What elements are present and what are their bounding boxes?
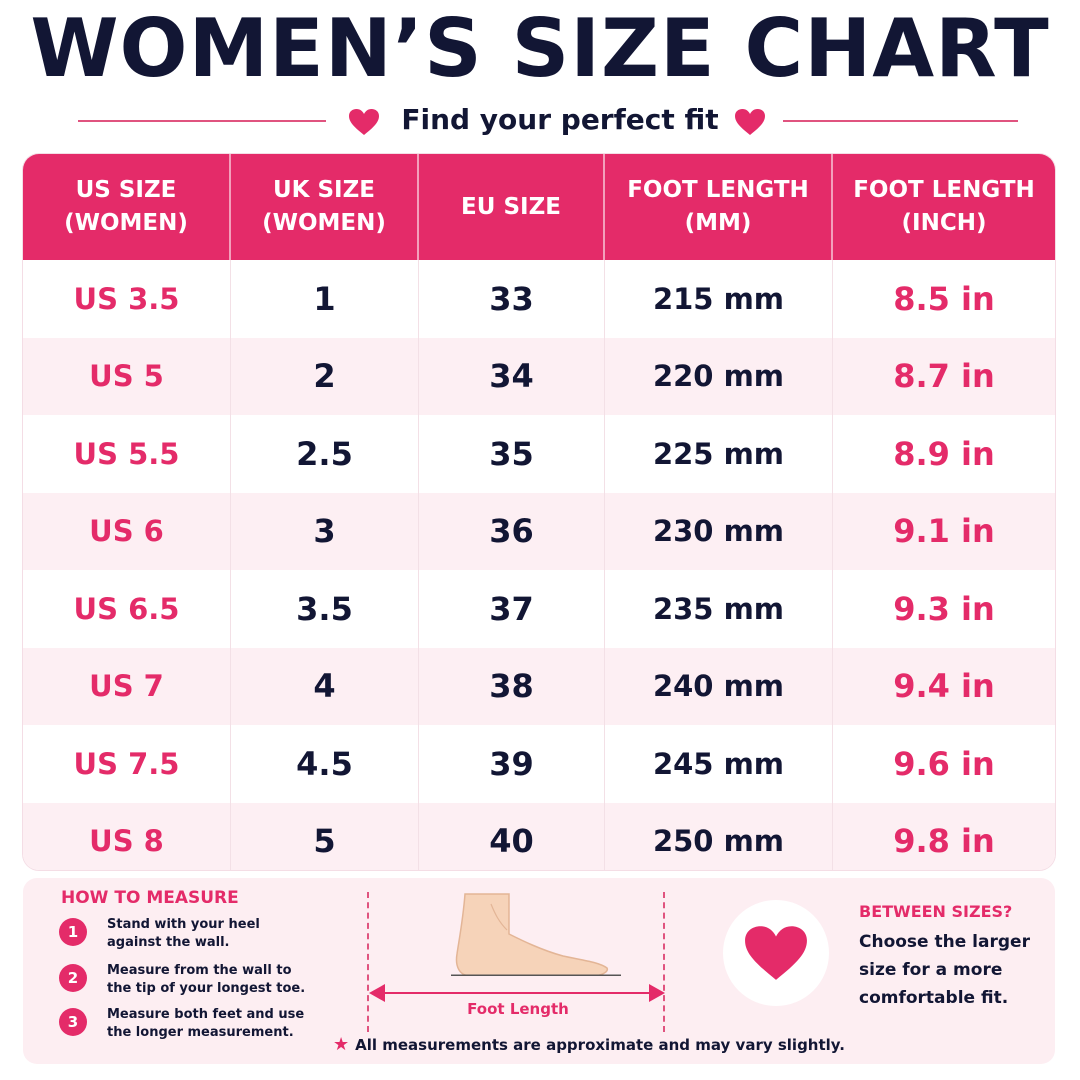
table-row: US 6 3 36 230 mm 9.1 in [23,492,1055,570]
cell-eu-size: 39 [419,725,605,803]
cell-foot-mm: 240 mm [605,647,833,725]
step-number: 2 [59,964,87,992]
table-row: US 8 5 40 250 mm 9.8 in [23,802,1055,870]
cell-us-size: US 5 [23,337,231,415]
cell-eu-size: 34 [419,337,605,415]
header-foot-length-mm: FOOT LENGTH (MM) [605,154,833,260]
cell-foot-inch: 8.7 in [893,357,995,396]
table-row: US 3.5 1 33 215 mm 8.5 in [23,260,1055,338]
cell-foot-inch: 8.5 in [893,279,995,318]
cell-foot-mm: 230 mm [605,492,833,570]
step-number: 3 [59,1008,87,1036]
cell-eu-size: 37 [419,570,605,648]
subtitle-row: Find your perfect fit [0,100,1080,140]
step-text: Measure both feet and use the longer mea… [107,1007,305,1040]
disclaimer-note: ★ All measurements are approximate and ma… [333,1034,845,1055]
subtitle: Find your perfect fit [401,103,719,136]
table-row: US 7 4 38 240 mm 9.4 in [23,647,1055,725]
step-text: Stand with your heel against the wall. [107,917,260,950]
cell-uk-size: 4 [231,647,419,725]
foot-illustration [451,893,621,976]
table-row: US 5 2 34 220 mm 8.7 in [23,337,1055,415]
cell-us-size: US 7 [23,647,231,725]
cell-eu-size: 38 [419,647,605,725]
cell-eu-size: 33 [419,260,605,338]
cell-eu-size: 36 [419,492,605,570]
cell-us-size: US 8 [23,802,231,870]
divider-line [783,120,1018,122]
cell-uk-size: 1 [231,260,419,338]
cell-eu-size: 35 [419,415,605,493]
header-foot-length-inch: FOOT LENGTH (INCH) [853,177,1035,236]
note-text: All measurements are approximate and may… [355,1036,845,1054]
table-header: US SIZE (WOMEN) UK SIZE (WOMEN) EU SIZE … [23,154,1055,260]
cell-foot-mm: 220 mm [605,337,833,415]
info-panel: HOW TO MEASURE 1 Stand with your heel ag… [23,878,1055,1064]
heart-badge [723,900,829,1006]
cell-foot-mm: 225 mm [605,415,833,493]
cell-eu-size: 40 [419,802,605,870]
table-row: US 6.5 3.5 37 235 mm 9.3 in [23,570,1055,648]
heart-icon [745,926,807,980]
cell-foot-inch: 9.3 in [893,589,995,628]
cell-uk-size: 4.5 [231,725,419,803]
size-table: US SIZE (WOMEN) UK SIZE (WOMEN) EU SIZE … [23,154,1055,870]
header-eu-size: EU SIZE [419,154,605,260]
measure-guide-line [663,892,665,1032]
heart-icon [349,109,379,135]
cell-foot-inch: 8.9 in [893,434,995,473]
cell-foot-mm: 250 mm [605,802,833,870]
measure-guide-line [367,892,369,1032]
cell-uk-size: 5 [231,802,419,870]
cell-us-size: US 7.5 [23,725,231,803]
cell-foot-inch: 9.4 in [893,667,995,706]
step-text: Measure from the wall to the tip of your… [107,963,306,996]
between-sizes-title: BETWEEN SIZES? [859,902,1013,921]
cell-foot-mm: 235 mm [605,570,833,648]
cell-foot-inch: 9.6 in [893,744,995,783]
table-row: US 5.5 2.5 35 225 mm 8.9 in [23,415,1055,493]
cell-us-size: US 6 [23,492,231,570]
cell-uk-size: 2 [231,337,419,415]
heart-icon [735,109,765,135]
cell-foot-inch: 9.1 in [893,512,995,551]
foot-length-label: Foot Length [467,1000,569,1018]
step-number: 1 [59,918,87,946]
table-row: US 7.5 4.5 39 245 mm 9.6 in [23,725,1055,803]
header-us-size: US SIZE (WOMEN) [23,154,231,260]
star-icon: ★ [333,1034,350,1055]
page-title: WOMEN’S SIZE CHART [30,2,1050,95]
cell-foot-mm: 245 mm [605,725,833,803]
header-uk-size: UK SIZE (WOMEN) [231,154,419,260]
cell-us-size: US 6.5 [23,570,231,648]
cell-us-size: US 5.5 [23,415,231,493]
cell-foot-inch: 9.8 in [893,822,995,861]
cell-uk-size: 2.5 [231,415,419,493]
table-body: US 3.5 1 33 215 mm 8.5 in US 5 2 34 220 … [23,260,1055,870]
cell-uk-size: 3.5 [231,570,419,648]
cell-uk-size: 3 [231,492,419,570]
foot-length-arrow [369,984,665,1002]
divider-line [78,120,326,122]
how-to-measure-title: HOW TO MEASURE [61,888,239,908]
cell-us-size: US 3.5 [23,260,231,338]
between-sizes-text: Choose the larger size for a more comfor… [859,932,1030,1008]
cell-foot-mm: 215 mm [605,260,833,338]
